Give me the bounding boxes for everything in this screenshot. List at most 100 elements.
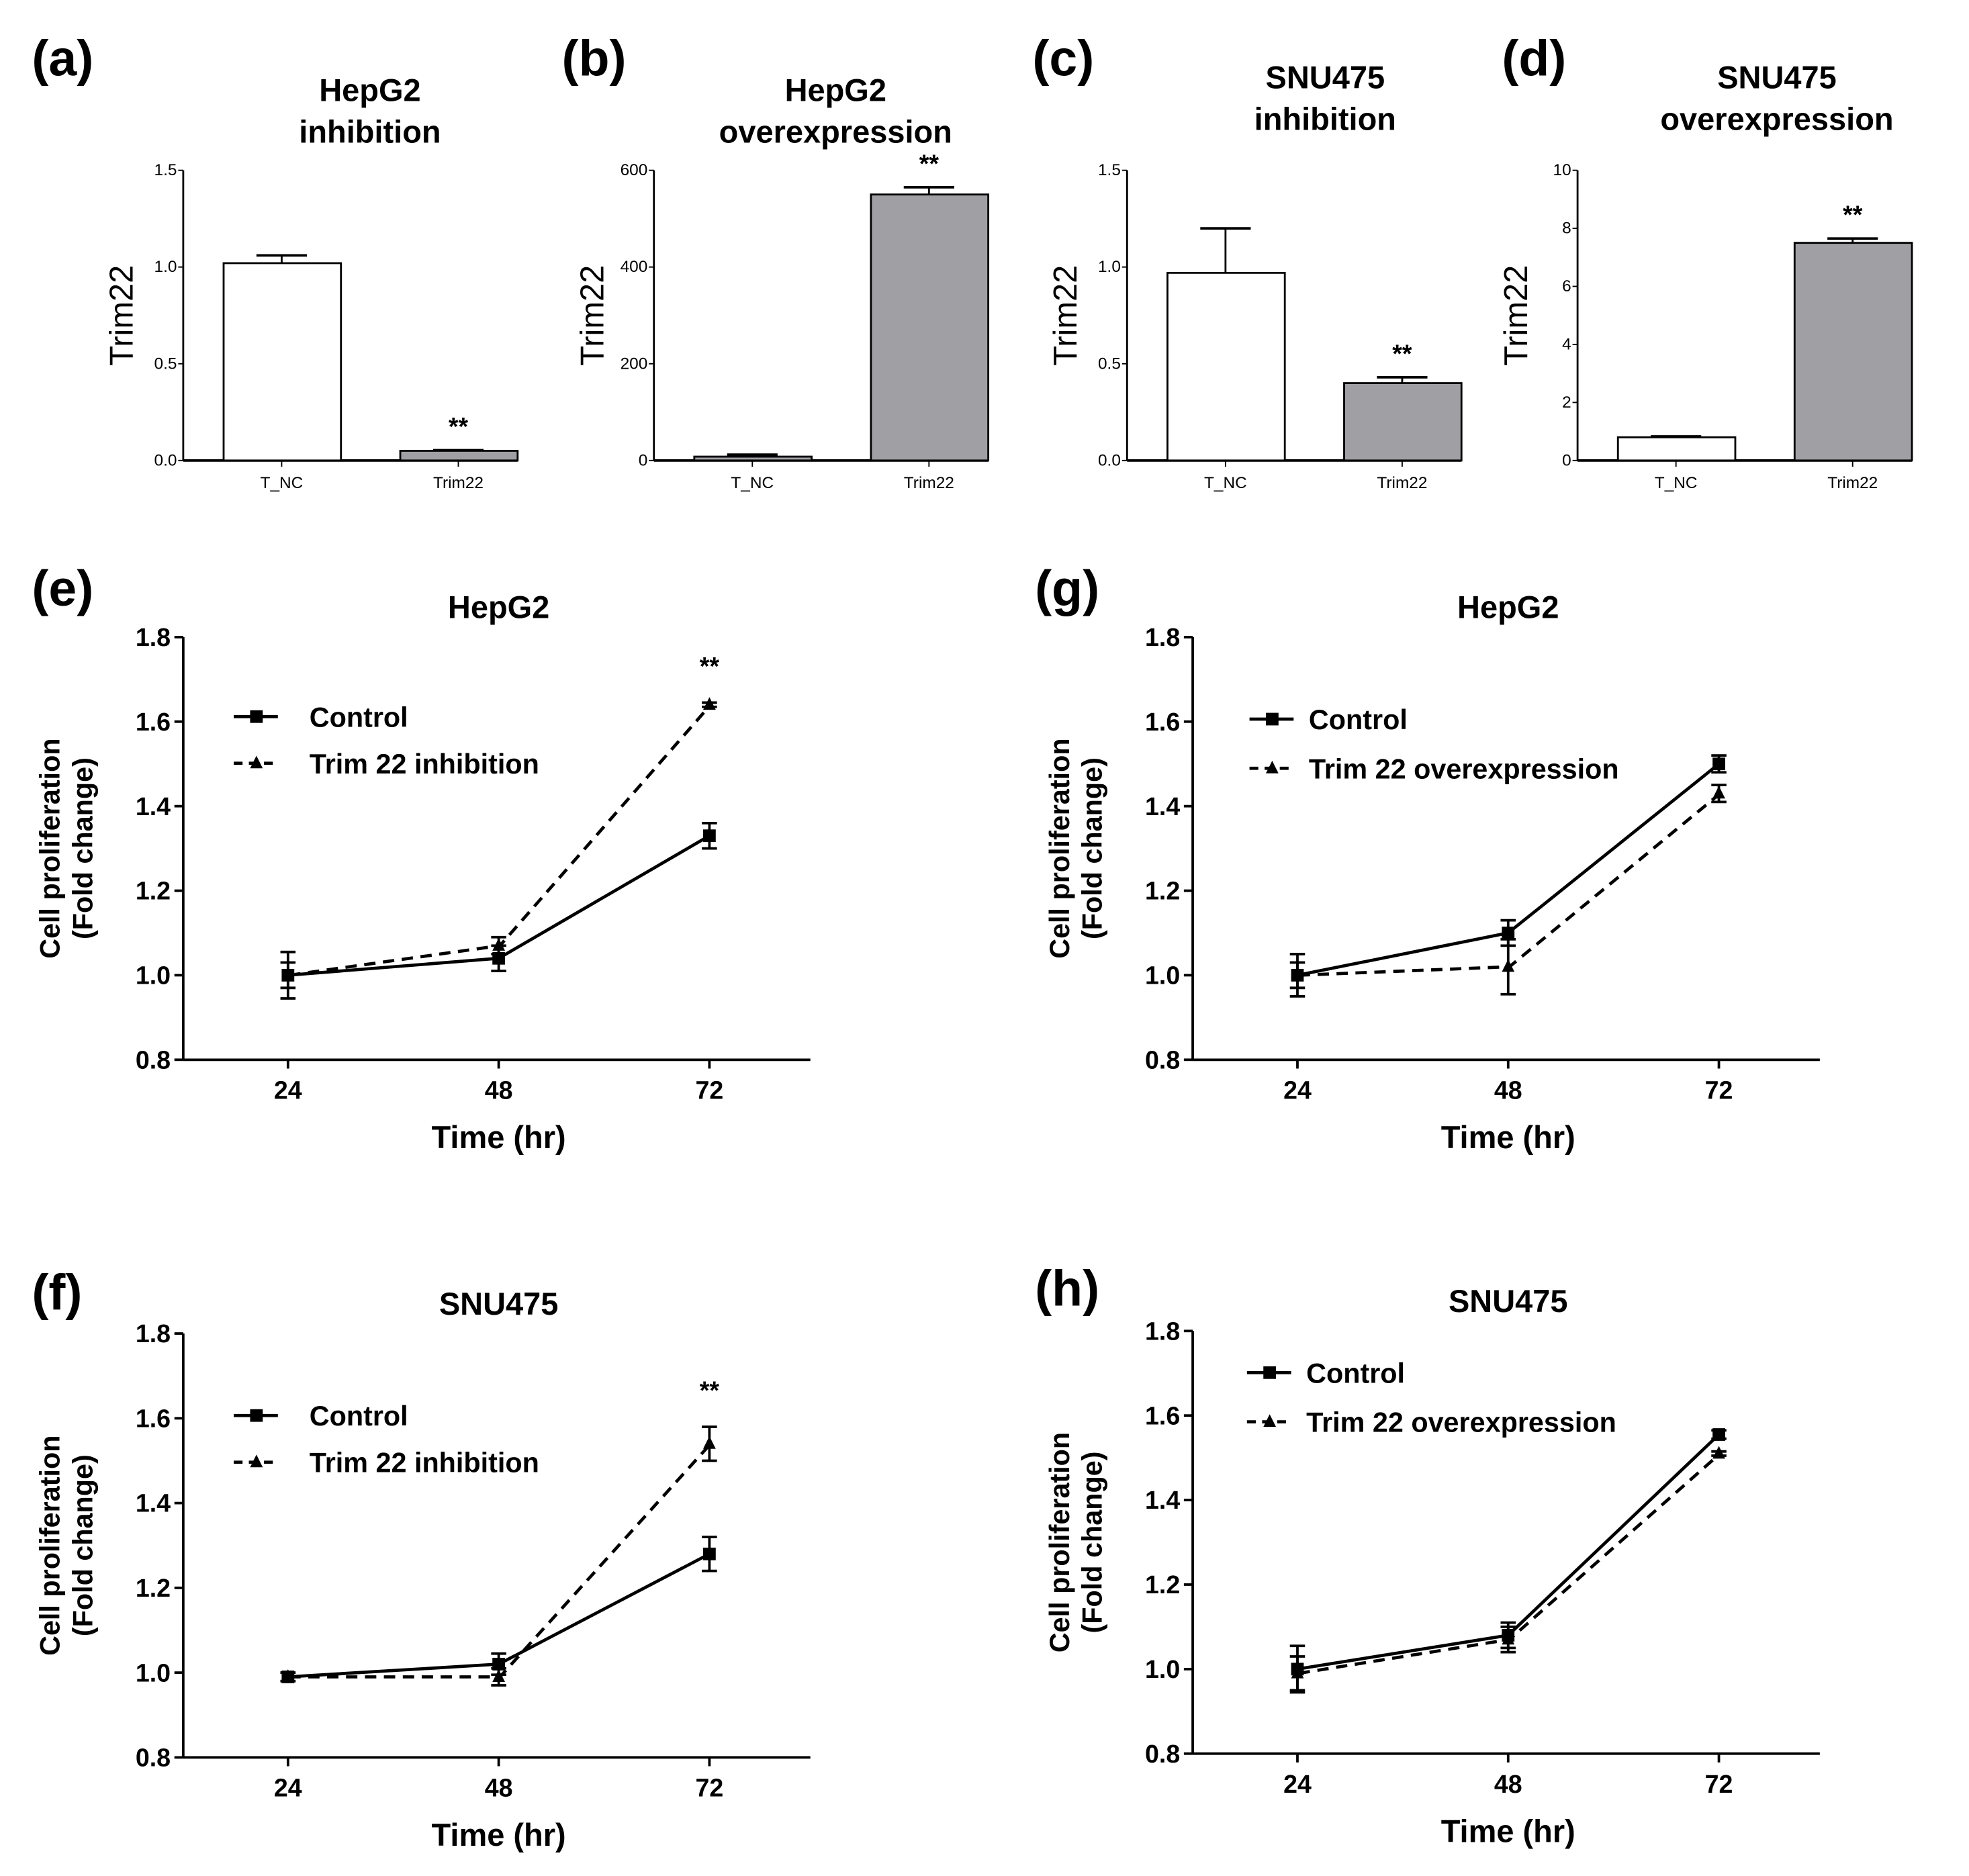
y-tick-label: 6: [1562, 277, 1571, 295]
x-tick-label: T_NC: [261, 474, 304, 492]
x-tick-label: Trim22: [433, 474, 484, 492]
x-tick-label: 48: [1494, 1770, 1522, 1798]
y-tick-label: 10: [1553, 161, 1571, 179]
y-tick-label: 1.0: [1145, 962, 1180, 990]
legend-marker-triangle: [1266, 761, 1279, 773]
legend-marker-square: [1263, 1366, 1277, 1379]
legend-label: Control: [310, 702, 408, 733]
y-tick-label: 0: [639, 451, 648, 469]
series-line: [289, 704, 713, 977]
data-point-triangle: [1502, 959, 1515, 972]
bar: [693, 455, 813, 462]
chart-title-line2: overexpression: [719, 113, 952, 149]
data-point-triangle: [702, 1436, 716, 1449]
y-tick-label: 1.5: [154, 161, 177, 179]
chart-title: SNU475: [439, 1286, 559, 1321]
data-point-square: [1712, 757, 1725, 771]
data-point-square: [702, 829, 716, 843]
chart-title-line2: inhibition: [299, 113, 441, 149]
y-tick-label: 200: [621, 355, 648, 373]
data-point-square: [1502, 927, 1515, 939]
y-tick-label: 1.8: [1145, 623, 1180, 651]
y-axis-label-line2: (Fold change): [1077, 757, 1108, 939]
y-tick-label: 1.0: [154, 258, 177, 276]
panel-label: (e): [32, 560, 93, 616]
x-tick-label: 48: [485, 1076, 513, 1105]
x-tick-label: 24: [1283, 1770, 1312, 1798]
chart-title-line1: HepG2: [785, 72, 886, 107]
y-axis-label-line2: (Fold change): [68, 757, 99, 939]
y-tick-label: 1.8: [136, 1319, 171, 1348]
y-tick-label: 600: [621, 161, 648, 179]
bar-chart-panel: (c) SNU475 inhibition 0.0 0.5 1.0 1.5 Trim22 T_N…: [1032, 30, 1463, 492]
legend-label: Control: [1309, 704, 1408, 735]
x-tick-label: 48: [485, 1774, 513, 1802]
y-axis-label-line1: Cell proliferation: [1044, 738, 1075, 958]
y-tick-label: 1.4: [1145, 792, 1180, 820]
y-tick-label: 1.0: [1098, 258, 1121, 276]
legend-label: Trim 22 inhibition: [310, 1448, 539, 1479]
line-chart-panel: (g) HepG2 0.8 1.0 1.2 1.4 1.6 1.8 24 48 72 Time (hr…: [1035, 560, 1820, 1155]
y-tick-label: 0.8: [1145, 1045, 1180, 1074]
data-point-triangle: [281, 968, 295, 980]
chart-title: HepG2: [448, 590, 549, 625]
x-axis-label: Time (hr): [1441, 1813, 1575, 1848]
legend-marker-square: [250, 1409, 263, 1422]
y-axis-label-line1: Cell proliferation: [1044, 1432, 1075, 1652]
significance-label: **: [700, 652, 720, 680]
y-axis-label: Trim22: [104, 265, 140, 366]
significance-label: **: [700, 1376, 720, 1405]
y-axis-label-line1: Cell proliferation: [35, 738, 66, 958]
x-tick-label: 24: [1283, 1076, 1312, 1105]
bar: [399, 450, 519, 462]
legend-marker-triangle: [250, 755, 263, 769]
significance-label: **: [1392, 339, 1412, 367]
line-chart-panel: (f) SNU475 0.8 1.0 1.2 1.4 1.6 1.8 24 48 72 Time (h…: [32, 1264, 811, 1852]
y-tick-label: 1.5: [1098, 161, 1121, 179]
bar-chart-panel: (a) HepG2 inhibition 0.0 0.5 1.0 1.5 Trim22 T_NC…: [32, 30, 519, 492]
line-chart-panel: (e) HepG2 0.8 1.0 1.2 1.4 1.6 1.8 24 48 72 Time (hr…: [32, 560, 811, 1155]
bar: [222, 262, 342, 462]
y-tick-label: 0.8: [136, 1045, 171, 1074]
y-tick-label: 0.8: [1145, 1740, 1180, 1768]
panel-label: (a): [32, 30, 93, 87]
x-tick-label: T_NC: [731, 474, 774, 492]
y-tick-label: 400: [621, 258, 648, 276]
data-point-square: [1712, 1428, 1725, 1441]
legend-label: Control: [310, 1401, 408, 1432]
x-tick-label: 24: [274, 1076, 302, 1105]
chart-title-line2: overexpression: [1660, 101, 1893, 137]
panel-label: (h): [1035, 1260, 1099, 1317]
bar: [870, 193, 990, 462]
data-point-triangle: [1291, 1665, 1304, 1679]
chart-title-line1: HepG2: [319, 72, 420, 107]
chart-title-line1: SNU475: [1266, 60, 1385, 95]
x-tick-label: 24: [274, 1774, 302, 1802]
x-tick-label: T_NC: [1204, 474, 1247, 492]
series-line: [289, 1442, 713, 1679]
y-tick-label: 0.5: [154, 355, 177, 373]
y-axis-label: Trim22: [1048, 265, 1084, 366]
x-tick-label: 48: [1494, 1076, 1522, 1105]
chart-title-line1: SNU475: [1717, 60, 1837, 95]
y-tick-label: 1.6: [1145, 708, 1180, 736]
data-point-triangle: [1291, 968, 1304, 980]
y-axis-label-line2: (Fold change): [68, 1454, 99, 1636]
y-tick-label: 8: [1562, 220, 1571, 238]
y-tick-label: 1.8: [136, 623, 171, 651]
significance-label: **: [919, 149, 940, 177]
y-axis-label-line2: (Fold change): [1077, 1452, 1108, 1634]
data-point-triangle: [1712, 1446, 1725, 1459]
data-point-square: [702, 1547, 716, 1560]
y-tick-label: 0.5: [1098, 355, 1121, 373]
y-tick-label: 1.8: [1145, 1317, 1180, 1345]
y-tick-label: 0: [1562, 451, 1571, 469]
panel-label: (b): [562, 30, 627, 87]
x-tick-label: Trim22: [904, 474, 954, 492]
y-tick-label: 4: [1562, 335, 1571, 353]
bar-chart-panel: (b) HepG2 overexpression 0 200 400 600 Trim22 T_…: [562, 30, 990, 492]
x-axis-label: Time (hr): [432, 1817, 566, 1852]
y-tick-label: 1.0: [136, 1658, 171, 1687]
bar: [1616, 436, 1737, 462]
